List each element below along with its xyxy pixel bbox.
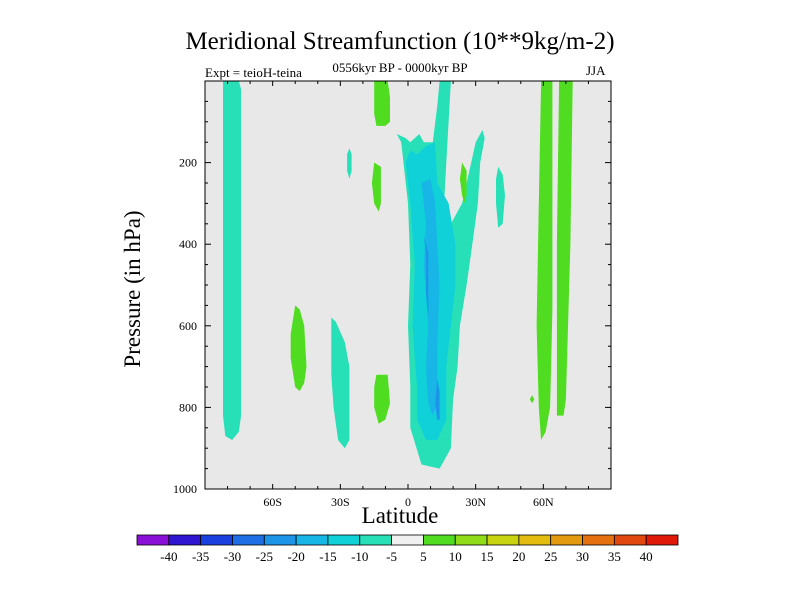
colorbar-label: 20	[512, 549, 525, 564]
y-tick-label: 600	[179, 319, 197, 333]
colorbar-label: -10	[351, 549, 368, 564]
colorbar-label: 30	[576, 549, 589, 564]
colorbar-swatch	[201, 535, 233, 545]
colorbar-swatch	[614, 535, 646, 545]
colorbar-swatch	[360, 535, 392, 545]
colorbar-label: 25	[544, 549, 557, 564]
colorbar-label: -15	[319, 549, 336, 564]
colorbar-swatch	[551, 535, 583, 545]
colorbar-label: 40	[640, 549, 653, 564]
season-label: JJA	[586, 63, 606, 79]
y-tick-label: 800	[179, 400, 197, 414]
y-tick-label: 400	[179, 237, 197, 251]
colorbar-label: -30	[224, 549, 241, 564]
colorbar-swatch	[455, 535, 487, 545]
colorbar-swatch	[423, 535, 455, 545]
colorbar-swatch	[392, 535, 424, 545]
colorbar-swatch	[232, 535, 264, 545]
y-axis-label: Pressure (in hPa)	[120, 210, 146, 367]
colorbar-label: -20	[287, 549, 304, 564]
colorbar-swatch	[169, 535, 201, 545]
colorbar-label: -35	[192, 549, 209, 564]
colorbar-swatch	[264, 535, 296, 545]
colorbar-swatch	[137, 535, 169, 545]
contour-region-0	[223, 81, 241, 440]
colorbar-label: -5	[386, 549, 397, 564]
chart-title: Meridional Streamfunction (10**9kg/m-2)	[0, 28, 800, 56]
y-tick-label: 200	[179, 156, 197, 170]
colorbar-swatch	[519, 535, 551, 545]
colorbar-swatch	[487, 535, 519, 545]
colorbar-swatch	[646, 535, 678, 545]
colorbar-label: -40	[160, 549, 177, 564]
colorbar-label: -25	[256, 549, 273, 564]
colorbar-label: 35	[608, 549, 621, 564]
x-axis-label: Latitude	[0, 503, 800, 529]
colorbar-swatch	[328, 535, 360, 545]
colorbar-label: 10	[449, 549, 462, 564]
colorbar-label: 5	[420, 549, 427, 564]
chart-subtitle: 0556kyr BP - 0000kyr BP	[0, 60, 800, 76]
experiment-label: Expt = teioH-teina	[205, 65, 302, 81]
colorbar-swatch	[583, 535, 615, 545]
y-tick-label: 1000	[173, 482, 197, 496]
colorbar-label: 15	[481, 549, 494, 564]
colorbar-swatch	[296, 535, 328, 545]
contour-region-9	[374, 81, 390, 126]
